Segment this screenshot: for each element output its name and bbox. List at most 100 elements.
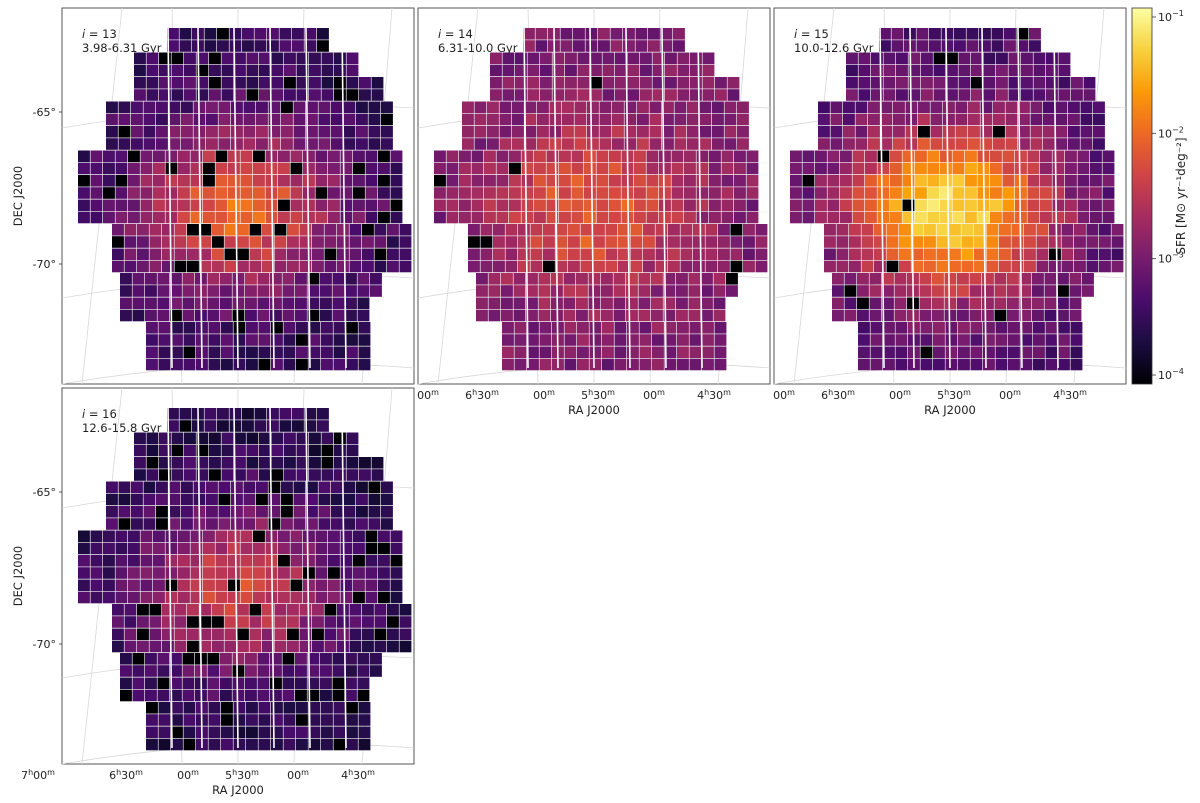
- panel-age-range: 3.98-6.31 Gyr: [82, 41, 162, 55]
- sfr-bin: [140, 162, 153, 175]
- sfr-bin: [284, 89, 296, 101]
- sfr-bin: [287, 260, 299, 273]
- sfr-bin: [246, 702, 258, 714]
- sfr-bin: [190, 162, 203, 175]
- sfr-bin: [312, 260, 324, 273]
- sfr-bin: [158, 346, 171, 359]
- sfr-bin: [434, 211, 446, 224]
- sfr-bin: [293, 493, 306, 506]
- sfr-bin: [571, 187, 584, 199]
- sfr-bin: [513, 273, 526, 285]
- sfr-bin: [930, 101, 943, 114]
- sfr-bin: [343, 518, 356, 530]
- sfr-bin: [146, 738, 158, 751]
- sfr-bin: [915, 211, 927, 224]
- sfr-bin: [190, 175, 203, 187]
- sfr-bin: [612, 138, 624, 150]
- sfr-bin: [946, 64, 958, 77]
- sfr-bin: [610, 40, 623, 52]
- ra-tick-label: 6h30m: [465, 388, 499, 402]
- sfr-bin: [684, 150, 696, 163]
- sfr-bin: [253, 150, 265, 163]
- sfr-bin: [128, 567, 140, 579]
- sfr-bin: [677, 52, 690, 65]
- sfr-bin: [203, 150, 215, 163]
- sfr-bin: [1061, 248, 1074, 261]
- sfr-bin: [303, 579, 315, 592]
- sfr-bin: [208, 702, 221, 714]
- sfr-bin: [559, 162, 571, 175]
- sfr-bin: [663, 309, 676, 322]
- sfr-bin: [945, 322, 958, 334]
- tile-seam: [661, 27, 667, 369]
- sfr-bin: [577, 346, 589, 359]
- sfr-bin: [827, 199, 840, 212]
- sfr-bin: [958, 89, 971, 101]
- sfr-bin: [534, 211, 546, 224]
- sfr-bin: [179, 408, 192, 420]
- sfr-bin: [646, 150, 659, 163]
- sfr-bin: [184, 89, 196, 101]
- sfr-bin: [755, 236, 768, 248]
- sfr-bin: [899, 260, 911, 273]
- sfr-bin: [462, 126, 474, 138]
- tile-seams: [523, 27, 703, 369]
- sfr-bin: [233, 702, 246, 714]
- sfr-bin: [271, 89, 284, 101]
- sfr-bin: [596, 187, 609, 199]
- sfr-bin: [994, 309, 1007, 322]
- sfr-bin: [299, 260, 312, 273]
- sfr-bin: [512, 126, 524, 138]
- sfr-bin: [627, 77, 640, 89]
- dec-tick-label: -65°: [33, 106, 56, 119]
- sfr-bin: [1074, 224, 1086, 236]
- sfr-bin: [182, 297, 195, 310]
- sfr-bin: [883, 77, 896, 89]
- sfr-bin: [187, 260, 199, 273]
- sfr-bin: [715, 89, 727, 101]
- sfr-bin: [281, 481, 293, 494]
- sfr-bin: [243, 138, 256, 150]
- sfr-bin: [662, 101, 674, 114]
- sfr-bin: [1070, 334, 1083, 346]
- sfr-bin: [178, 187, 190, 199]
- sfr-bin: [290, 162, 303, 175]
- sfr-bin: [480, 224, 493, 236]
- sfr-bin: [1044, 309, 1057, 322]
- sfr-bin: [282, 285, 295, 297]
- sfr-bin: [852, 211, 865, 224]
- sfr-bin: [124, 224, 137, 236]
- sfr-bin: [624, 101, 637, 114]
- sfr-bin: [598, 28, 610, 40]
- sfr-bin: [370, 273, 382, 285]
- sfr-bin: [499, 113, 512, 126]
- sfr-bin: [274, 628, 287, 641]
- sfr-bin: [610, 28, 623, 40]
- sfr-bin: [883, 89, 896, 101]
- sfr-bin: [858, 52, 871, 65]
- sfr-bin: [165, 567, 178, 579]
- sfr-bin: [221, 469, 234, 481]
- sfr-bin: [493, 236, 505, 248]
- sfr-bin: [378, 579, 390, 592]
- sfr-bin: [944, 273, 957, 285]
- sfr-bin: [368, 113, 381, 126]
- sfr-bin: [295, 653, 307, 665]
- sfr-bin: [624, 126, 637, 138]
- sfr-bin: [527, 64, 540, 77]
- sfr-bin: [1004, 28, 1016, 40]
- sfr-bin: [954, 40, 966, 52]
- sfr-bin: [983, 322, 995, 334]
- sfr-bin: [869, 285, 882, 297]
- sfr-bin: [181, 493, 193, 506]
- sfr-bin: [312, 616, 324, 628]
- sfr-bin: [493, 248, 505, 261]
- sfr-bin: [1018, 126, 1030, 138]
- sfr-bin: [308, 322, 321, 334]
- sfr-bin: [178, 175, 190, 187]
- sfr-bin: [90, 567, 103, 579]
- sfr-bin: [346, 738, 358, 751]
- sfr-bin: [593, 260, 605, 273]
- sfr-bin: [502, 322, 514, 334]
- sfr-bin: [249, 236, 262, 248]
